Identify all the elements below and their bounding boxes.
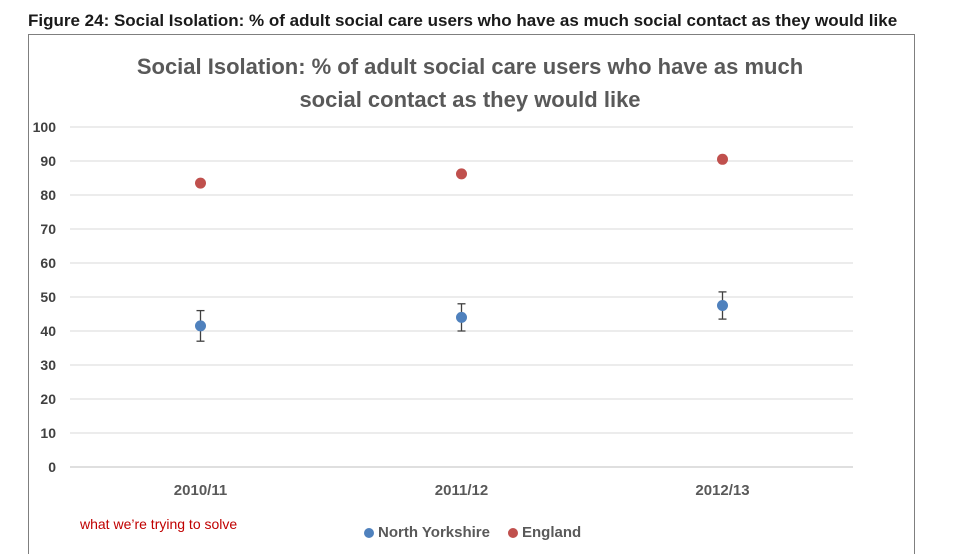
x-tick-label-2010/11: 2010/11 <box>174 482 227 499</box>
chart-title-line-2: social contact as they would like <box>299 87 641 112</box>
chart-title: Social Isolation: % of adult social care… <box>100 50 840 116</box>
y-tick-label-90: 90 <box>40 153 56 169</box>
x-tick-label-2012/13: 2012/13 <box>695 482 749 499</box>
legend-label-england: England <box>521 524 582 541</box>
annotation-note: what we’re trying to solve <box>80 516 238 532</box>
legend: North Yorkshire England <box>364 524 599 541</box>
legend-dot-north-yorkshire <box>364 527 374 538</box>
legend-label-north-yorkshire: North Yorkshire <box>378 524 490 541</box>
y-tick-label-100: 100 <box>33 119 57 135</box>
chart-frame <box>28 34 915 554</box>
x-tick-label-2011/12: 2011/12 <box>435 482 488 499</box>
legend-item-north-yorkshire: North Yorkshire <box>364 524 490 541</box>
figure-caption: Figure 24: Social Isolation: % of adult … <box>28 11 898 30</box>
y-tick-label-20: 20 <box>40 391 56 407</box>
y-tick-label-30: 30 <box>40 357 56 373</box>
legend-item-england: England <box>507 524 582 541</box>
plot-area: 0 10 20 30 40 50 60 70 80 90 100 2010/11 2011/12 2012… <box>33 119 853 499</box>
data-point-0-1 <box>456 311 467 323</box>
data-point-1-2 <box>717 153 728 165</box>
chart-title-line-1: Social Isolation: % of adult social care… <box>136 54 804 79</box>
y-tick-label-40: 40 <box>40 323 56 339</box>
y-tick-label-60: 60 <box>40 255 56 271</box>
data-point-0-2 <box>717 300 728 311</box>
legend-dot-england <box>507 527 518 538</box>
y-tick-label-10: 10 <box>40 425 56 441</box>
y-tick-label-80: 80 <box>40 187 56 203</box>
data-point-0-0 <box>195 320 206 332</box>
y-tick-label-0: 0 <box>48 459 56 475</box>
y-tick-label-50: 50 <box>40 289 56 305</box>
data-point-1-0 <box>195 177 206 189</box>
y-tick-label-70: 70 <box>40 221 56 237</box>
data-point-1-1 <box>456 168 467 180</box>
